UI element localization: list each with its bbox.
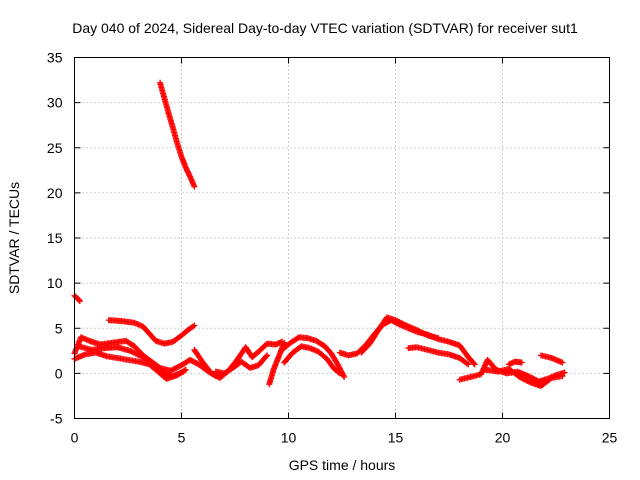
series-arc-o bbox=[505, 358, 525, 368]
x-tick-label: 20 bbox=[495, 430, 511, 446]
x-tick-label: 5 bbox=[178, 430, 186, 446]
data-point bbox=[401, 321, 408, 328]
series-arc-p bbox=[538, 352, 566, 366]
series-arc-a bbox=[105, 317, 198, 347]
series-arc-c bbox=[71, 349, 189, 382]
data-point bbox=[190, 323, 197, 330]
data-point bbox=[525, 378, 532, 385]
axis-ticks bbox=[74, 57, 610, 419]
series-arc-l bbox=[405, 344, 472, 368]
data-point bbox=[547, 375, 554, 382]
data-point bbox=[471, 361, 478, 368]
x-tick-labels: 0 5 10 15 20 25 bbox=[71, 430, 618, 446]
series-arc-h bbox=[279, 334, 348, 380]
data-point bbox=[423, 331, 430, 338]
data-point bbox=[470, 360, 477, 367]
data-point bbox=[464, 360, 471, 367]
x-tick-label: 0 bbox=[71, 430, 79, 446]
series-arc-start bbox=[71, 292, 83, 305]
data-point bbox=[341, 373, 348, 380]
series-arc-n bbox=[482, 365, 566, 390]
x-axis-label: GPS time / hours bbox=[289, 457, 396, 473]
data-point bbox=[263, 353, 270, 360]
series-arc-i bbox=[281, 343, 343, 377]
y-tick-label: 10 bbox=[47, 275, 63, 291]
data-points bbox=[71, 79, 568, 390]
data-point bbox=[76, 298, 83, 305]
data-point bbox=[180, 368, 187, 375]
data-point bbox=[561, 369, 568, 376]
data-point bbox=[518, 359, 525, 366]
data-point bbox=[335, 369, 342, 376]
data-point bbox=[281, 339, 288, 346]
x-tick-label: 25 bbox=[602, 430, 618, 446]
y-tick-label: -5 bbox=[50, 411, 63, 427]
series-arc-k bbox=[358, 314, 442, 356]
data-point bbox=[336, 370, 343, 377]
x-tick-label: 10 bbox=[281, 430, 297, 446]
data-point bbox=[435, 335, 442, 342]
y-tick-labels: -5 0 5 10 15 20 25 30 35 bbox=[47, 50, 63, 427]
series-arc-d bbox=[75, 343, 187, 380]
y-tick-label: 35 bbox=[47, 50, 63, 66]
y-tick-label: 5 bbox=[55, 320, 63, 336]
y-tick-label: 25 bbox=[47, 140, 63, 156]
x-tick-label: 15 bbox=[388, 430, 404, 446]
data-point bbox=[559, 373, 566, 380]
data-point bbox=[76, 297, 83, 304]
data-point bbox=[465, 361, 472, 368]
y-tick-label: 20 bbox=[47, 185, 63, 201]
data-point bbox=[559, 359, 566, 366]
data-point bbox=[191, 183, 198, 190]
series-arc-high bbox=[157, 79, 198, 190]
data-point bbox=[191, 322, 198, 329]
y-axis-label: SDTVAR / TECUs bbox=[6, 182, 22, 294]
data-point bbox=[264, 352, 271, 359]
chart-title: Day 040 of 2024, Sidereal Day-to-day VTE… bbox=[72, 20, 578, 36]
y-tick-label: 15 bbox=[47, 230, 63, 246]
y-tick-label: 30 bbox=[47, 95, 63, 111]
y-tick-label: 0 bbox=[55, 365, 63, 381]
series-arc-f bbox=[212, 352, 271, 377]
